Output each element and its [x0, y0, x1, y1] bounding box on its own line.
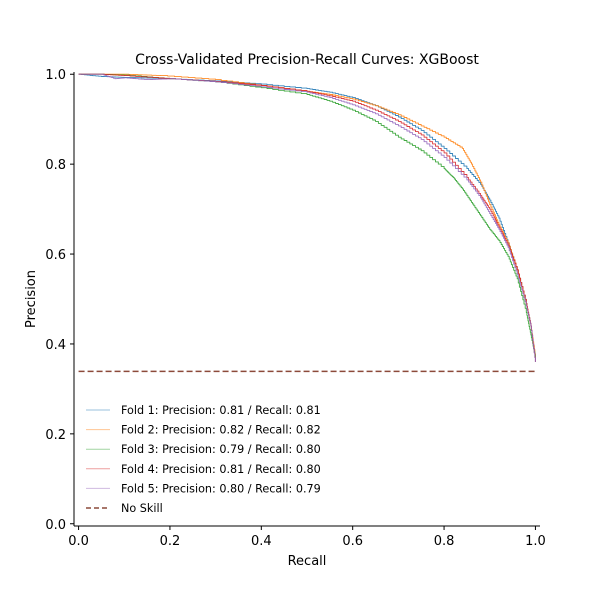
x-tick-label: 0.6	[342, 534, 363, 549]
plot-series-group	[78, 73, 536, 362]
pr-curve-fold-5	[78, 73, 536, 362]
y-tick-label: 0.2	[45, 428, 66, 443]
y-tick-label: 0.6	[45, 248, 66, 263]
y-tick-label: 0.0	[45, 518, 66, 533]
y-tick-label: 0.4	[45, 338, 66, 353]
y-tick-label: 0.8	[45, 158, 66, 173]
x-axis-label: Recall	[288, 554, 327, 569]
x-tick-label: 0.2	[160, 534, 181, 549]
y-tick-label: 1.0	[45, 68, 66, 83]
x-tick-label: 0.4	[251, 534, 272, 549]
x-tick-label: 0.8	[434, 534, 455, 549]
y-axis-label: Precision	[24, 270, 39, 328]
x-ticks-group: 0.0 0.2 0.4 0.6 0.8 1.0	[68, 526, 546, 549]
legend-label: Fold 1: Precision: 0.81 / Recall: 0.81	[121, 404, 321, 417]
chart-title: Cross-Validated Precision-Recall Curves:…	[135, 52, 479, 68]
y-ticks-group: 0.0 0.2 0.4 0.6 0.8 1.0	[45, 68, 74, 533]
legend-label: Fold 5: Precision: 0.80 / Recall: 0.79	[121, 482, 321, 495]
legend-label: Fold 4: Precision: 0.81 / Recall: 0.80	[121, 463, 321, 476]
x-tick-label: 1.0	[525, 534, 546, 549]
legend-label: No Skill	[121, 502, 163, 515]
x-tick-label: 0.0	[68, 534, 89, 549]
legend-label: Fold 3: Precision: 0.79 / Recall: 0.80	[121, 443, 321, 456]
legend-label: Fold 2: Precision: 0.82 / Recall: 0.82	[121, 424, 321, 437]
legend: Fold 1: Precision: 0.81 / Recall: 0.81 Fo…	[86, 404, 321, 515]
